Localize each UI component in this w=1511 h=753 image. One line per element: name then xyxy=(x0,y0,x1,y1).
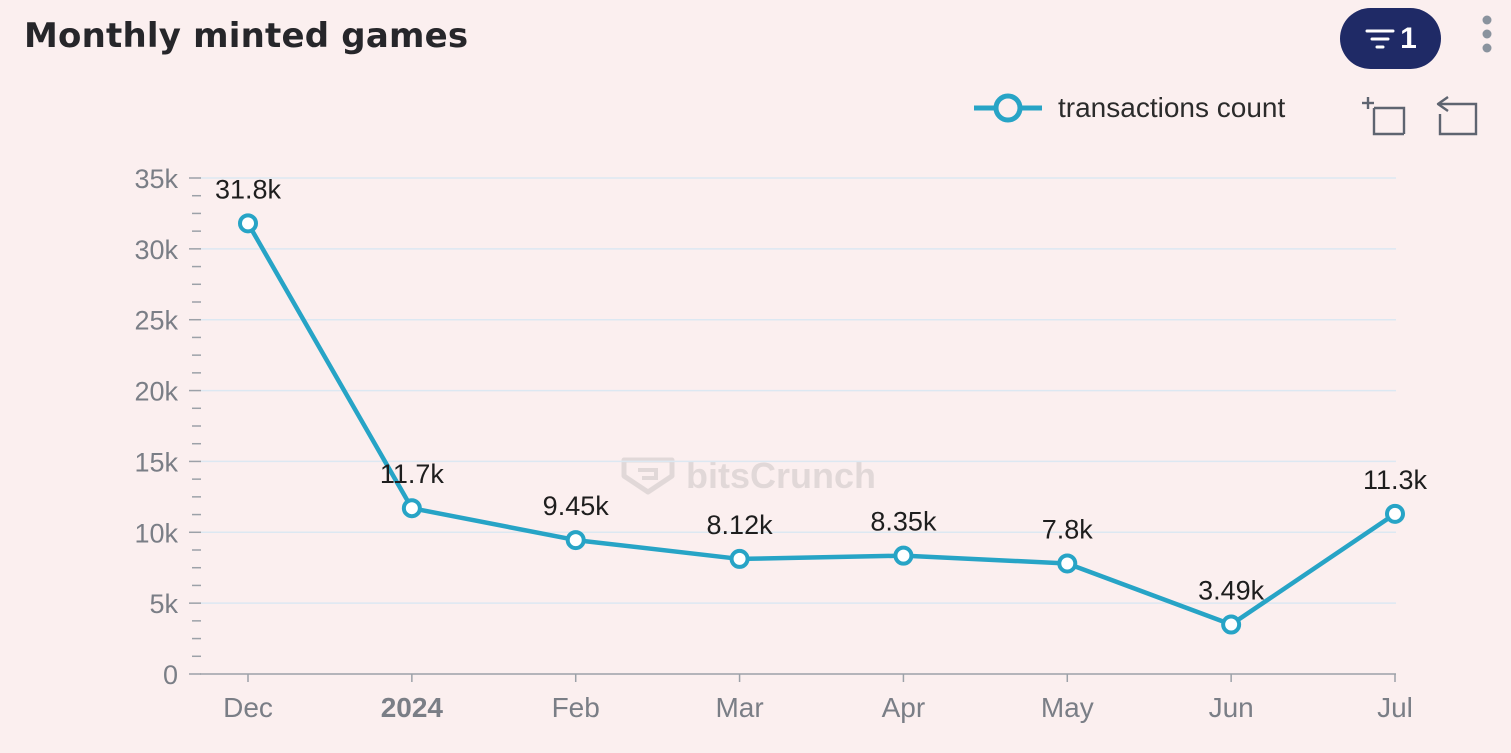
y-tick-label: 35k xyxy=(134,164,178,194)
bitscrunch-logo-icon xyxy=(621,457,675,495)
y-tick-label: 10k xyxy=(134,518,178,548)
data-label: 3.49k xyxy=(1198,576,1265,606)
data-label: 11.3k xyxy=(1363,465,1428,495)
x-tick-label: Dec xyxy=(223,692,273,723)
y-tick-label: 5k xyxy=(149,589,178,619)
data-point xyxy=(893,545,914,566)
data-label: 11.7k xyxy=(380,459,445,489)
x-tick-label: Feb xyxy=(552,692,600,723)
data-point xyxy=(401,498,422,519)
y-tick-label: 25k xyxy=(134,306,178,336)
x-tick-label: Jun xyxy=(1209,692,1254,723)
data-label: 7.8k xyxy=(1042,514,1094,544)
x-tick-label: 2024 xyxy=(381,692,444,723)
y-tick-label: 0 xyxy=(163,660,178,690)
more-vertical-icon[interactable] xyxy=(1474,12,1500,56)
filter-icon xyxy=(1365,29,1395,48)
legend-label: transactions count xyxy=(1058,92,1286,123)
series-line-transactions-count xyxy=(246,222,1397,627)
x-tick-label: Apr xyxy=(882,692,926,723)
x-tick-label: Jul xyxy=(1377,692,1413,723)
data-point xyxy=(1385,503,1405,524)
data-point xyxy=(565,530,586,551)
filter-button[interactable]: 1 xyxy=(1340,8,1441,69)
chart-title: Monthly minted games xyxy=(24,16,469,56)
y-tick-label: 20k xyxy=(134,377,178,407)
data-point xyxy=(1221,614,1242,635)
data-point xyxy=(1057,553,1078,574)
legend-item-transactions-count[interactable]: transactions count xyxy=(972,88,1285,128)
data-point xyxy=(238,213,258,234)
filter-count-badge: 1 xyxy=(1400,21,1417,55)
y-tick-label: 15k xyxy=(134,447,178,477)
data-label: 8.12k xyxy=(707,510,774,540)
data-point xyxy=(729,548,750,569)
zoom-reset-icon[interactable] xyxy=(1434,94,1480,138)
x-tick-label: Mar xyxy=(715,692,763,723)
legend-marker-icon xyxy=(974,93,1042,123)
x-tick-label: May xyxy=(1041,692,1094,723)
data-label: 31.8k xyxy=(215,174,282,204)
y-tick-label: 30k xyxy=(134,235,178,265)
data-label: 8.35k xyxy=(870,507,937,537)
data-label: 9.45k xyxy=(543,491,610,521)
zoom-select-icon[interactable] xyxy=(1360,94,1406,138)
